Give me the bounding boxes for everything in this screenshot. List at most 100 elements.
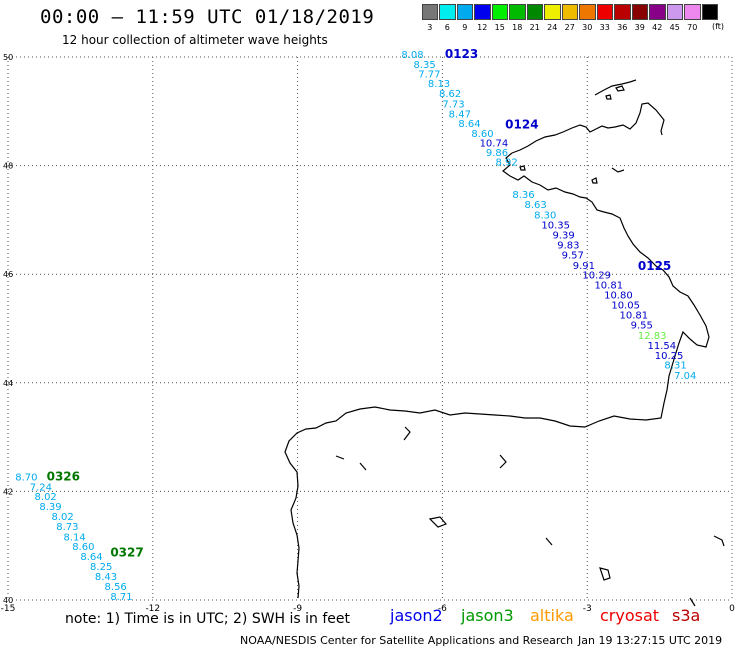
wave-height-label: 10.81 [620, 311, 649, 322]
legend-item: 18 [509, 4, 527, 32]
wave-height-label: 7.73 [442, 99, 464, 110]
wave-height-label: 8.73 [56, 522, 78, 533]
island-3 [519, 165, 526, 171]
legend-item: 6 [439, 4, 457, 32]
legend-swatch [666, 4, 683, 20]
lon-tick-label: -12 [145, 604, 160, 614]
generated-timestamp: Jan 19 13:27:15 UTC 2019 [578, 634, 723, 647]
lon-tick-label: -9 [293, 604, 302, 614]
legend-label: 42 [652, 23, 663, 32]
legend-item [701, 4, 719, 23]
wave-height-label: 8.64 [458, 119, 480, 130]
satellite-s3a: s3a [672, 606, 701, 625]
wave-height-label: 9.55 [631, 321, 653, 332]
island-4 [591, 177, 598, 184]
wave-height-label: 8.14 [64, 532, 86, 543]
legend-item: 3 [421, 4, 439, 32]
coastline-brittany-north [511, 102, 665, 154]
wave-height-label: 8.35 [413, 60, 435, 71]
pass-id-label: 0125 [638, 259, 671, 273]
river-9 [335, 455, 345, 460]
legend-swatch [701, 4, 718, 20]
river-1 [611, 167, 625, 173]
pass-id-label: 0326 [47, 470, 80, 484]
river-4 [359, 462, 367, 471]
wave-height-label: 8.71 [110, 592, 132, 603]
legend-swatch [474, 4, 491, 20]
legend-label: 3 [427, 23, 433, 32]
lon-tick-label: 0 [729, 604, 735, 614]
satellite-jason2: jason2 [390, 606, 443, 625]
island-2 [605, 94, 612, 100]
legend-label: 45 [669, 23, 680, 32]
legend-swatch [439, 4, 456, 20]
satellite-jason3: jason3 [461, 606, 514, 625]
wave-height-label: 8.13 [428, 79, 450, 90]
coastline-biscay [284, 152, 710, 599]
wave-height-label: 9.83 [557, 241, 579, 252]
legend-label: 15 [494, 23, 505, 32]
wave-height-label: 8.39 [39, 502, 61, 513]
river-6 [545, 537, 553, 546]
legend-item: 21 [526, 4, 544, 32]
map-title: 00:00 – 11:59 UTC 01/18/2019 [40, 6, 375, 28]
wave-height-label: 8.60 [72, 542, 94, 553]
legend-swatch [544, 4, 561, 20]
legend-label: 33 [599, 23, 610, 32]
legend-item: 30 [579, 4, 597, 32]
wave-height-label: 10.80 [604, 291, 633, 302]
legend-swatch [579, 4, 596, 20]
wave-height-label: 8.63 [524, 200, 546, 211]
legend-item: 39 [631, 4, 649, 32]
legend-swatch [614, 4, 631, 20]
wave-height-label: 7.24 [30, 482, 52, 493]
island-1 [615, 85, 625, 92]
wave-height-label: 12.83 [638, 331, 667, 342]
legend-label: 18 [512, 23, 523, 32]
legend-swatch [509, 4, 526, 20]
river-8 [713, 535, 725, 547]
wave-height-label: 8.92 [495, 158, 517, 169]
legend-label: 21 [529, 23, 540, 32]
wave-height-label: 8.36 [512, 190, 534, 201]
wave-height-label: 10.74 [480, 139, 509, 150]
lat-lon-grid [7, 56, 733, 601]
wave-height-label: 9.91 [573, 261, 595, 272]
river-7 [599, 567, 611, 581]
legend-item: 70 [684, 4, 702, 32]
wave-height-label: 8.30 [534, 210, 556, 221]
wave-height-label: 9.86 [486, 148, 508, 159]
lat-tick-label: 48 [3, 162, 13, 171]
river-10 [689, 597, 696, 607]
coastline [284, 79, 725, 607]
coastline-cornwall [594, 79, 637, 96]
pass-id-label: 0123 [445, 47, 478, 61]
legend-unit: (ft) [712, 22, 725, 31]
wave-height-labels: 8.088.357.778.138.627.738.478.648.6010.7… [15, 50, 696, 603]
legend-swatch [596, 4, 613, 20]
legend-label: 36 [617, 23, 628, 32]
legend-item: 15 [491, 4, 509, 32]
wave-height-label: 8.08 [401, 50, 423, 61]
legend-item: 27 [561, 4, 579, 32]
legend-swatch [649, 4, 666, 20]
pass-id-label: 0124 [505, 118, 538, 132]
wave-height-label: 10.05 [611, 300, 640, 311]
wave-height-label: 9.57 [562, 250, 584, 261]
legend-swatch [526, 4, 543, 20]
lon-tick-label: -3 [583, 604, 592, 614]
wave-height-label: 8.60 [471, 129, 493, 140]
legend-item: 12 [474, 4, 492, 32]
wave-height-label: 8.02 [51, 512, 73, 523]
lon-tick-label: -6 [438, 604, 447, 614]
pass-labels: 0123 0124 0125 0326 0327 [47, 47, 672, 559]
legend-item: 33 [596, 4, 614, 32]
wave-height-label: 11.54 [648, 341, 677, 352]
legend-label: 27 [564, 23, 575, 32]
color-legend: 3 6 9 12 15 18 21 24 27 30 33 36 39 42 45 70 (ft) [421, 4, 724, 32]
wave-height-label: 10.29 [582, 271, 611, 282]
wave-height-label: 10.81 [594, 280, 623, 291]
wave-height-label: 8.02 [35, 492, 57, 503]
legend-item: 45 [666, 4, 684, 32]
